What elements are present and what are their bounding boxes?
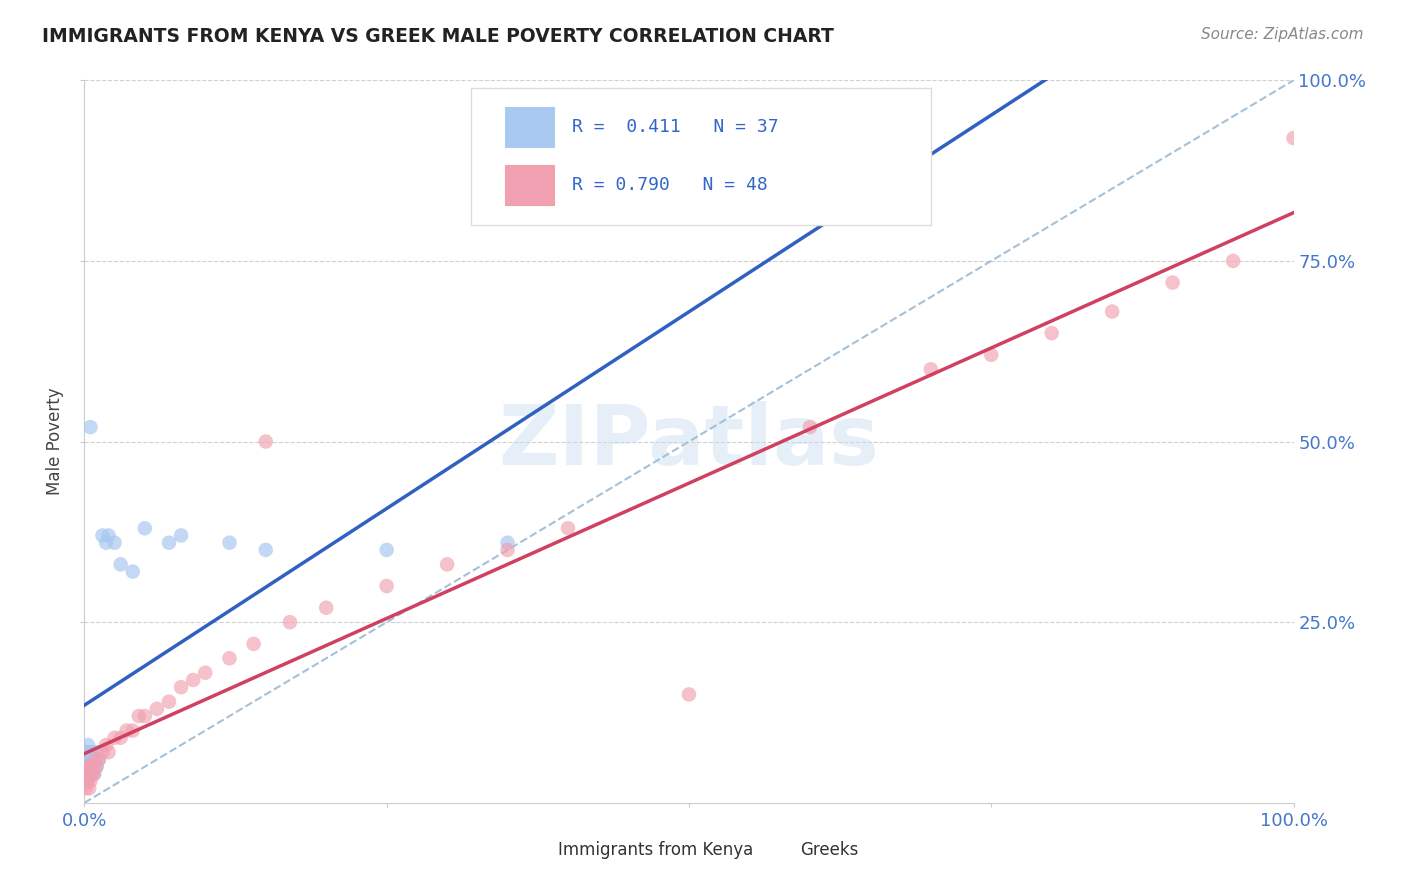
- Point: [157, 535, 180, 549]
- Point: [86, 760, 108, 774]
- Point: [110, 731, 132, 745]
- Point: [84, 752, 107, 766]
- Point: [254, 434, 277, 449]
- Point: [77, 767, 100, 781]
- Point: [77, 745, 100, 759]
- Point: [557, 521, 579, 535]
- Point: [170, 528, 193, 542]
- Point: [76, 767, 98, 781]
- Point: [1222, 253, 1244, 268]
- Point: [436, 558, 458, 572]
- Point: [97, 745, 120, 759]
- Point: [91, 745, 114, 759]
- FancyBboxPatch shape: [505, 165, 554, 205]
- Text: R =  0.411   N = 37: R = 0.411 N = 37: [572, 119, 779, 136]
- Point: [79, 420, 101, 434]
- Point: [254, 542, 277, 557]
- Point: [496, 535, 519, 549]
- Point: [799, 420, 821, 434]
- Point: [315, 600, 337, 615]
- Point: [218, 651, 240, 665]
- Point: [128, 709, 150, 723]
- Point: [77, 760, 100, 774]
- Point: [496, 542, 519, 557]
- Point: [278, 615, 301, 630]
- Point: [76, 760, 98, 774]
- Text: IMMIGRANTS FROM KENYA VS GREEK MALE POVERTY CORRELATION CHART: IMMIGRANTS FROM KENYA VS GREEK MALE POVE…: [42, 27, 834, 45]
- Text: ZIPatlas: ZIPatlas: [499, 401, 879, 482]
- Point: [80, 767, 103, 781]
- FancyBboxPatch shape: [502, 843, 550, 863]
- Point: [87, 752, 110, 766]
- Point: [920, 362, 942, 376]
- Point: [79, 760, 101, 774]
- Point: [181, 673, 204, 687]
- Point: [79, 774, 101, 789]
- Point: [75, 774, 97, 789]
- Y-axis label: Male Poverty: Male Poverty: [46, 388, 65, 495]
- Point: [134, 521, 156, 535]
- Point: [87, 752, 110, 766]
- Point: [218, 535, 240, 549]
- Point: [194, 665, 217, 680]
- Point: [79, 752, 101, 766]
- Point: [80, 767, 103, 781]
- Point: [77, 781, 100, 796]
- Text: Immigrants from Kenya: Immigrants from Kenya: [558, 841, 754, 859]
- Point: [80, 752, 103, 766]
- Point: [77, 752, 100, 766]
- Point: [121, 723, 143, 738]
- Point: [170, 680, 193, 694]
- Point: [242, 637, 264, 651]
- Point: [75, 767, 97, 781]
- Point: [115, 723, 138, 738]
- Point: [104, 535, 127, 549]
- Point: [77, 745, 100, 759]
- Point: [91, 528, 114, 542]
- Point: [77, 738, 100, 752]
- Point: [1040, 326, 1063, 340]
- Point: [82, 760, 104, 774]
- Point: [110, 558, 132, 572]
- Point: [97, 528, 120, 542]
- Point: [980, 348, 1002, 362]
- Point: [86, 760, 108, 774]
- Point: [121, 565, 143, 579]
- Point: [83, 752, 105, 766]
- Text: Greeks: Greeks: [800, 841, 859, 859]
- Text: R = 0.790   N = 48: R = 0.790 N = 48: [572, 176, 768, 194]
- Point: [678, 687, 700, 701]
- Point: [83, 767, 105, 781]
- Point: [1101, 304, 1123, 318]
- Point: [375, 579, 398, 593]
- Point: [76, 752, 98, 766]
- Point: [104, 731, 127, 745]
- Point: [77, 767, 100, 781]
- Point: [82, 760, 104, 774]
- Point: [75, 760, 97, 774]
- Point: [146, 702, 169, 716]
- FancyBboxPatch shape: [471, 87, 931, 225]
- FancyBboxPatch shape: [505, 107, 554, 147]
- Point: [84, 760, 107, 774]
- Point: [83, 767, 105, 781]
- Point: [157, 695, 180, 709]
- Point: [375, 542, 398, 557]
- Point: [79, 760, 101, 774]
- FancyBboxPatch shape: [744, 843, 792, 863]
- Point: [86, 745, 108, 759]
- Point: [76, 774, 98, 789]
- Point: [134, 709, 156, 723]
- Point: [1161, 276, 1184, 290]
- Point: [76, 745, 98, 759]
- Text: Source: ZipAtlas.com: Source: ZipAtlas.com: [1201, 27, 1364, 42]
- Point: [94, 535, 117, 549]
- Point: [77, 774, 100, 789]
- Point: [94, 738, 117, 752]
- Point: [82, 745, 104, 759]
- Point: [75, 781, 97, 796]
- Point: [77, 760, 100, 774]
- Point: [1282, 131, 1305, 145]
